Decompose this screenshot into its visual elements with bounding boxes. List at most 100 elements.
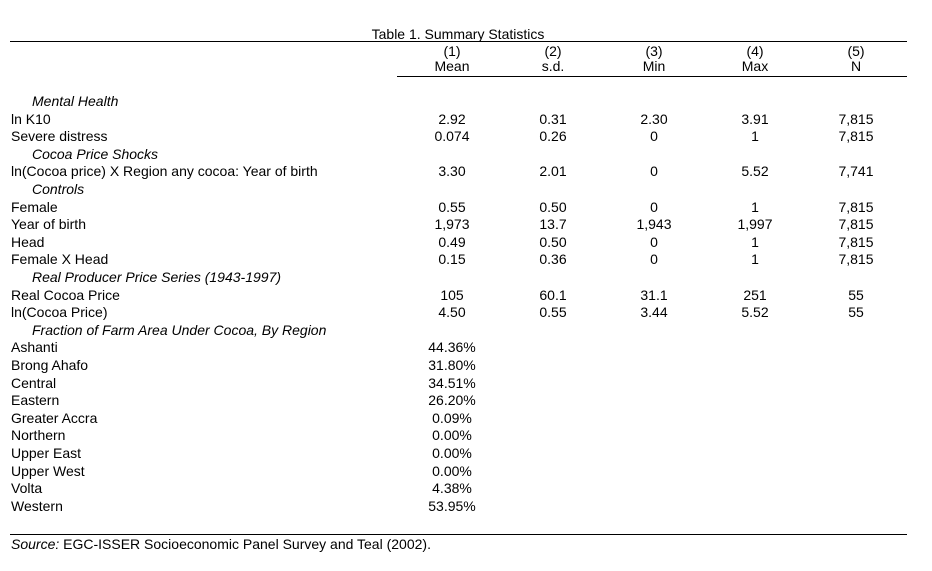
cell-col-3: 31.1 [640, 286, 668, 303]
cell-col-3: 2.30 [640, 110, 668, 127]
row-label: Upper East [11, 445, 82, 461]
row-label: Northern [11, 427, 66, 444]
cell-col-1: 0.00% [432, 445, 472, 461]
column-header-1: (1) Mean [408, 44, 496, 73]
cell-col-1: 26.20% [428, 392, 476, 409]
header-underline [807, 76, 907, 77]
cell-col-1: 0.55 [438, 198, 466, 215]
cell-col-3: 0 [650, 128, 658, 145]
row-label: Ashanti [11, 339, 58, 356]
row-label: Upper West [11, 462, 85, 479]
table-row: Upper East 0.00% [0, 445, 932, 463]
row-label: Year of birth [11, 216, 86, 233]
row-label: Head [11, 233, 45, 250]
row-label: Female X Head [11, 251, 109, 268]
cell-col-2: 0.26 [539, 128, 567, 145]
cell-col-1: 0.00% [432, 462, 472, 479]
cell-col-1: 0.15 [438, 251, 466, 268]
table-row: Ashanti 44.36% [0, 339, 932, 357]
cell-col-5: 7,815 [838, 233, 874, 250]
row-label: Real Cocoa Price [11, 286, 120, 303]
cell-col-5: 7,815 [838, 251, 874, 268]
cell-col-4: 1 [751, 128, 759, 145]
cell-col-1: 4.38% [432, 480, 472, 497]
cell-col-3: 0 [650, 233, 658, 250]
cell-col-1: 53.95% [428, 497, 476, 514]
cell-col-4: 1,997 [737, 216, 773, 233]
table-title: Table 1. Summary Statistics [371, 26, 545, 42]
cell-col-4: 5.52 [741, 304, 769, 321]
row-label: Controls [32, 181, 85, 197]
column-header-5: (5) N [812, 44, 900, 73]
cell-col-5: 7,741 [838, 163, 874, 180]
cell-col-1: 0.09% [432, 409, 472, 426]
bottom-rule [10, 534, 907, 535]
source-text: EGC-ISSER Socioeconomic Panel Survey and… [59, 536, 431, 552]
cell-col-4: 251 [743, 286, 767, 303]
cell-col-3: 0 [650, 198, 658, 215]
table-row: Volta 4.38% [0, 480, 932, 498]
table-row: Female 0.55 0.50 0 1 7,815 [0, 199, 932, 217]
cell-col-2: 0.55 [539, 304, 567, 321]
row-label: Cocoa Price Shocks [32, 145, 159, 162]
section-heading: Real Producer Price Series (1943-1997) [0, 269, 932, 287]
table-row: ln(Cocoa Price) 4.50 0.55 3.44 5.52 55 [0, 304, 932, 322]
column-header-2: (2) s.d. [509, 44, 597, 73]
cell-col-1: 44.36% [428, 339, 476, 356]
row-label: Mental Health [32, 93, 119, 109]
table-row: Real Cocoa Price 105 60.1 31.1 251 55 [0, 287, 932, 305]
cell-col-5: 7,815 [838, 128, 874, 145]
table-row: Greater Accra 0.09% [0, 410, 932, 428]
column-name: N [850, 58, 862, 74]
source-label: Source: [11, 536, 60, 552]
section-heading: Cocoa Price Shocks [0, 146, 932, 164]
table-row: Upper West 0.00% [0, 463, 932, 481]
cell-col-1: 4.50 [438, 304, 466, 321]
cell-col-5: 55 [848, 304, 864, 321]
cell-col-4: 5.52 [741, 163, 769, 180]
cell-col-1: 34.51% [428, 374, 476, 391]
header-underline [706, 76, 807, 77]
cell-col-5: 7,815 [838, 216, 874, 233]
header-underline [504, 76, 605, 77]
source-note: Source: EGC-ISSER Socioeconomic Panel Su… [11, 536, 431, 553]
cell-col-4: 1 [751, 198, 759, 215]
table-row: ln K10 2.92 0.31 2.30 3.91 7,815 [0, 111, 932, 129]
row-label: Severe distress [11, 128, 108, 145]
table-row: Severe distress 0.074 0.26 0 1 7,815 [0, 128, 932, 146]
column-number: (2) [544, 43, 562, 59]
table-row: Central 34.51% [0, 375, 932, 393]
row-label: Eastern [11, 392, 60, 409]
row-label: Western [11, 497, 63, 514]
cell-col-4: 1 [751, 251, 759, 268]
cell-col-2: 0.36 [539, 251, 567, 268]
header-underline [605, 76, 706, 77]
cell-col-1: 0.00% [432, 427, 472, 444]
cell-col-4: 3.91 [741, 110, 769, 127]
cell-col-2: 13.7 [539, 216, 567, 233]
row-label: Fraction of Farm Area Under Cocoa, By Re… [32, 321, 327, 338]
cell-col-2: 60.1 [539, 286, 567, 303]
column-number: (4) [746, 43, 764, 59]
table-row: Brong Ahafo 31.80% [0, 357, 932, 375]
cell-col-2: 0.50 [539, 198, 567, 215]
row-label: ln(Cocoa Price) [11, 304, 108, 321]
cell-col-3: 0 [650, 163, 658, 180]
row-label: ln(Cocoa price) X Region any cocoa: Year… [11, 163, 318, 180]
cell-col-1: 31.80% [428, 357, 476, 373]
cell-col-4: 1 [751, 233, 759, 250]
table-row: Head 0.49 0.50 0 1 7,815 [0, 234, 932, 252]
table-row: Eastern 26.20% [0, 392, 932, 410]
cell-col-3: 0 [650, 251, 658, 268]
row-label: Central [11, 374, 57, 391]
column-number: (3) [645, 43, 663, 59]
row-label: Brong Ahafo [11, 357, 89, 373]
cell-col-2: 0.50 [539, 233, 567, 250]
cell-col-5: 7,815 [838, 110, 874, 127]
column-header-3: (3) Min [610, 44, 698, 73]
row-label: Real Producer Price Series (1943-1997) [32, 269, 282, 285]
cell-col-1: 2.92 [438, 110, 466, 127]
row-label: Greater Accra [11, 409, 98, 426]
column-number: (5) [847, 43, 865, 59]
column-number: (1) [443, 43, 461, 59]
